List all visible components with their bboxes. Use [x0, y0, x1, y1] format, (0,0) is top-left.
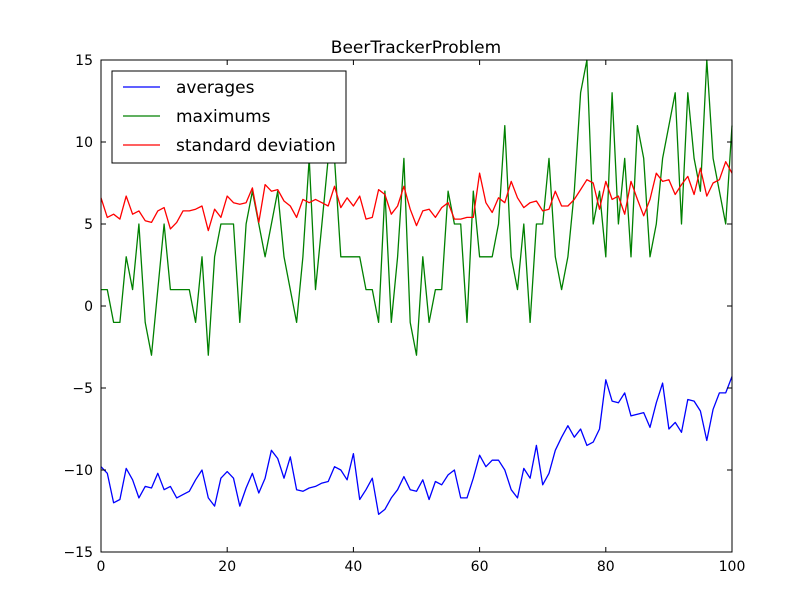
- y-tick-label: −10: [63, 463, 93, 479]
- y-tick-label: 15: [75, 53, 93, 69]
- x-tick-label: 80: [597, 559, 615, 575]
- y-tick-label: 5: [84, 217, 93, 233]
- y-tick-label: 0: [84, 299, 93, 315]
- x-tick-label: 0: [97, 559, 106, 575]
- x-tick-label: 20: [218, 559, 236, 575]
- y-tick-label: −5: [72, 381, 93, 397]
- series-line-0: [100, 376, 733, 515]
- legend: averages maximums standard deviation: [111, 70, 347, 164]
- x-tick-label: 40: [344, 559, 362, 575]
- x-tick-label: 100: [719, 559, 746, 575]
- x-tick-label: 60: [471, 559, 489, 575]
- series-line-2: [100, 161, 733, 232]
- series-layer: [100, 59, 733, 515]
- series-line-1: [101, 59, 733, 356]
- legend-label-2: standard deviation: [176, 136, 336, 156]
- y-tick-label: −15: [63, 545, 93, 561]
- legend-label-1: maximums: [176, 107, 271, 127]
- legend-frame: [111, 70, 347, 164]
- y-tick-label: 10: [75, 135, 93, 151]
- tick-layer: 0 20 40 60 80 100 −15 −10 −5 0 5 10 15: [63, 53, 745, 575]
- legend-label-0: averages: [176, 78, 255, 98]
- chart-title: BeerTrackerProblem: [331, 38, 501, 58]
